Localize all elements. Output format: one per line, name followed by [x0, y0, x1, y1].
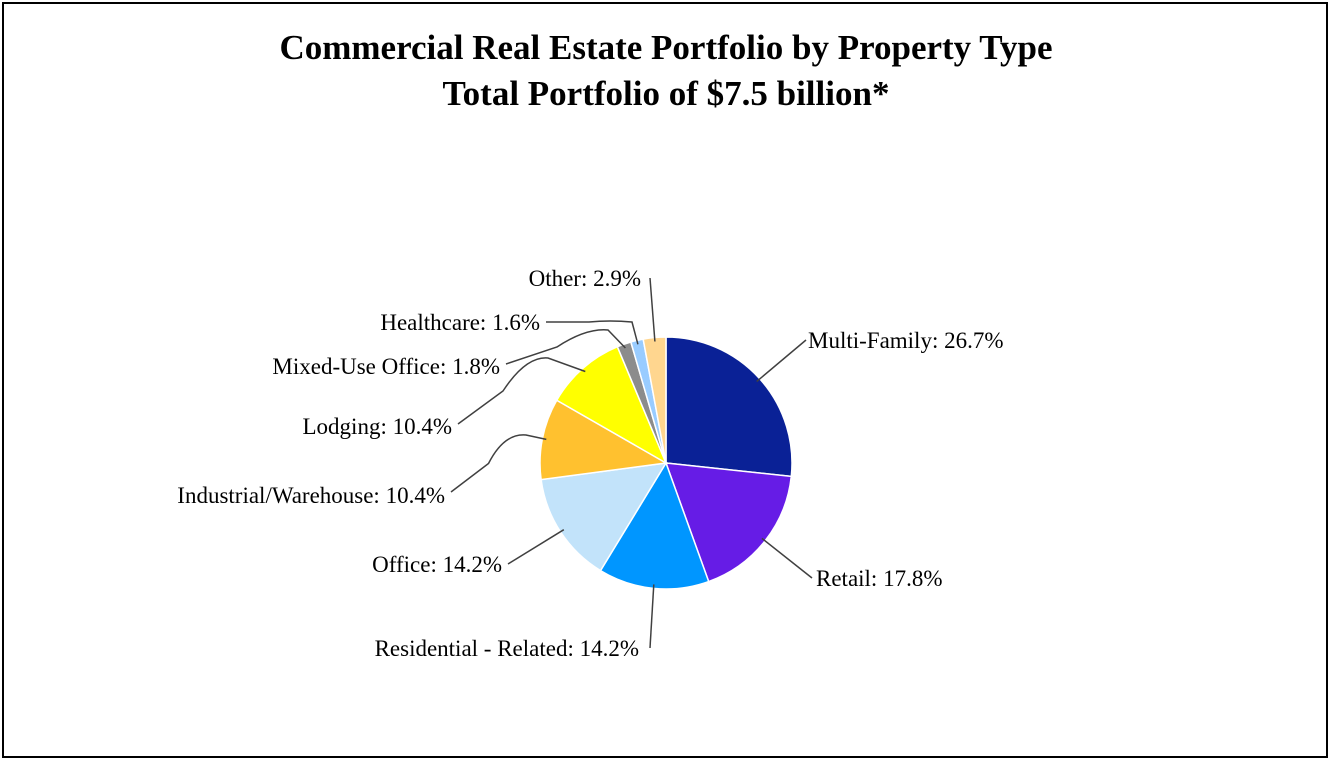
pie-slice-multi-family [665, 336, 793, 478]
leader-line-office [507, 529, 565, 565]
leader-line-industrial-warehouse [450, 434, 547, 493]
leader-line-retail [761, 537, 813, 579]
slice-labels: Multi-Family: 26.7% Retail: 17.8% Resident… [177, 266, 1003, 661]
pie-slice-lodging [555, 345, 668, 465]
leader-line-lodging [457, 357, 586, 425]
slice-label-office: Office: 14.2% [372, 552, 502, 577]
slice-label-multi-family: Multi-Family: 26.7% [808, 328, 1004, 353]
slice-label-residential-related: Residential - Related: 14.2% [375, 636, 639, 661]
leader-line-multi-family [756, 339, 807, 383]
leader-lines [450, 277, 813, 649]
leader-line-mixed-use-office [505, 329, 626, 365]
leader-line-residential-related [649, 584, 655, 649]
slice-label-other: Other: 2.9% [529, 266, 641, 291]
leader-line-other [649, 277, 656, 342]
chart-title: Commercial Real Estate Portfolio by Prop… [279, 28, 1053, 67]
slice-label-retail: Retail: 17.8% [816, 566, 942, 591]
slice-label-healthcare: Healthcare: 1.6% [380, 310, 540, 335]
slice-label-lodging: Lodging: 10.4% [303, 414, 453, 439]
chart-subtitle: Total Portfolio of $7.5 billion* [442, 74, 890, 113]
slice-label-mixed-use-office: Mixed-Use Office: 1.8% [272, 354, 500, 379]
pie-slices [539, 336, 793, 590]
leader-line-healthcare [546, 320, 639, 345]
slice-label-industrial-warehouse: Industrial/Warehouse: 10.4% [177, 483, 445, 508]
